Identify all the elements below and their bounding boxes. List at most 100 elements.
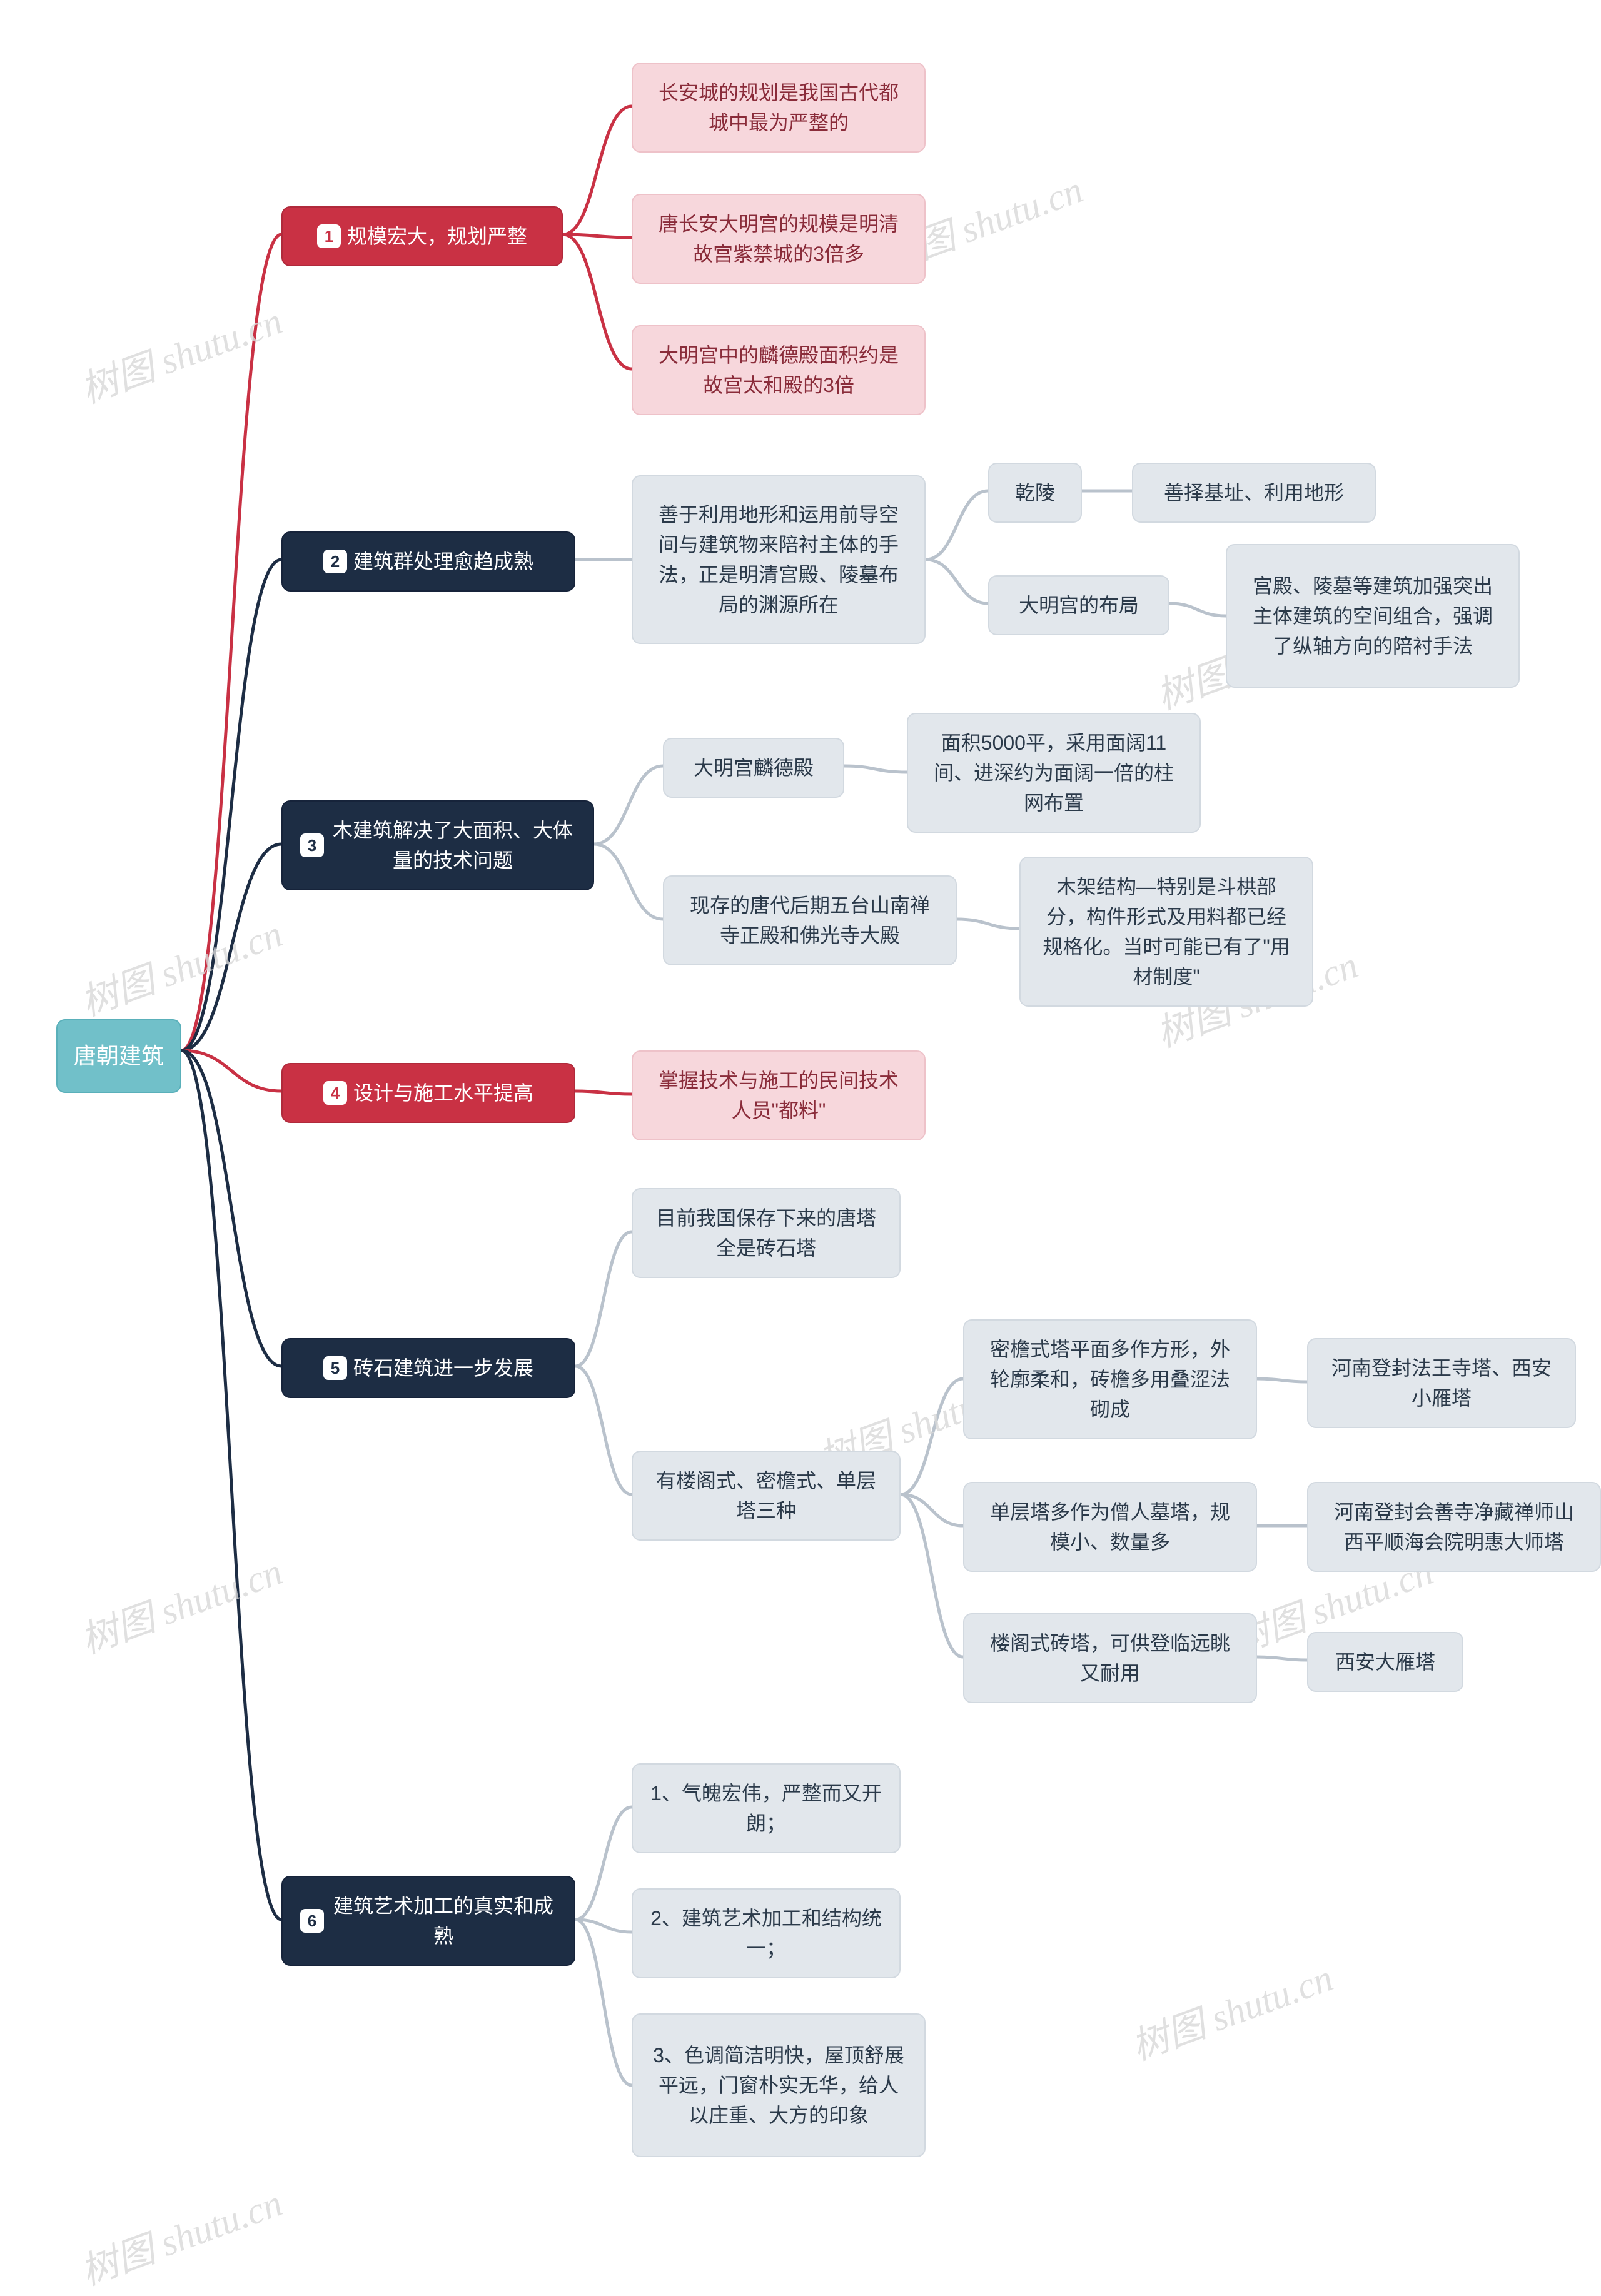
edge <box>575 1920 632 1932</box>
edge <box>575 1232 632 1366</box>
node-badge: 4 <box>323 1081 347 1105</box>
edge <box>563 234 632 369</box>
node-b5b2a: 河南登封会善寺净藏禅师山西平顺海会院明惠大师塔 <box>1307 1482 1601 1572</box>
edge <box>957 919 1019 929</box>
node-b5b2: 单层塔多作为僧人墓塔，规模小、数量多 <box>963 1482 1257 1572</box>
node-label: 大明宫中的麟德殿面积约是故宫太和殿的3倍 <box>650 340 907 400</box>
edge <box>181 1050 281 1920</box>
node-label: 大明宫的布局 <box>1019 590 1139 620</box>
node-label: 木建筑解决了大面积、大体量的技术问题 <box>330 815 575 875</box>
node-badge: 2 <box>323 550 347 573</box>
node-b2a1: 乾陵 <box>988 463 1082 523</box>
watermark: 树图 shutu.cn <box>1123 1948 1339 2071</box>
node-b6: 6建筑艺术加工的真实和成熟 <box>281 1876 575 1966</box>
node-label: 河南登封法王寺塔、西安小雁塔 <box>1326 1353 1557 1413</box>
node-b6a: 1、气魄宏伟，严整而又开朗； <box>632 1763 901 1853</box>
edge <box>1257 1657 1307 1660</box>
node-b5: 5砖石建筑进一步发展 <box>281 1338 575 1398</box>
mindmap-canvas: 树图 shutu.cn 树图 shutu.cn 树图 shutu.cn 树图 shut… <box>0 0 1601 2209</box>
node-label: 建筑群处理愈趋成熟 <box>353 546 533 577</box>
node-b5b1a: 河南登封法王寺塔、西安小雁塔 <box>1307 1338 1576 1428</box>
edge <box>575 1366 632 1494</box>
edge <box>1169 603 1226 616</box>
edge <box>901 1379 963 1494</box>
node-label: 有楼阁式、密檐式、单层塔三种 <box>650 1466 882 1526</box>
node-b3: 3木建筑解决了大面积、大体量的技术问题 <box>281 800 594 890</box>
node-label: 面积5000平，采用面阔11间、进深约为面阔一倍的柱网布置 <box>926 728 1182 818</box>
node-label: 唐朝建筑 <box>74 1039 164 1073</box>
node-b5b3a: 西安大雁塔 <box>1307 1632 1463 1692</box>
node-root: 唐朝建筑 <box>56 1019 181 1093</box>
node-label: 设计与施工水平提高 <box>353 1078 533 1108</box>
node-label: 密檐式塔平面多作方形，外轮廓柔和，砖檐多用叠涩法砌成 <box>982 1334 1238 1424</box>
edge <box>594 766 663 844</box>
edge <box>575 1091 632 1094</box>
node-b3a1: 面积5000平，采用面阔11间、进深约为面阔一倍的柱网布置 <box>907 713 1201 833</box>
node-label: 2、建筑艺术加工和结构统一； <box>650 1903 882 1963</box>
edge <box>926 491 988 560</box>
edge <box>181 1050 281 1091</box>
edge <box>1257 1379 1307 1382</box>
edge <box>181 1050 281 1366</box>
node-label: 大明宫麟德殿 <box>694 753 814 783</box>
node-b2a2a: 宫殿、陵墓等建筑加强突出主体建筑的空间组合，强调了纵轴方向的陪衬手法 <box>1226 544 1520 688</box>
edge <box>901 1494 963 1657</box>
node-label: 砖石建筑进一步发展 <box>353 1353 533 1383</box>
watermark: 树图 shutu.cn <box>72 1541 288 1664</box>
node-b4a: 掌握技术与施工的民间技术人员"都料" <box>632 1050 926 1140</box>
edge <box>926 560 988 603</box>
edge <box>844 766 907 772</box>
edge <box>575 1807 632 1920</box>
node-label: 唐长安大明宫的规模是明清故宫紫禁城的3倍多 <box>650 209 907 269</box>
node-label: 1、气魄宏伟，严整而又开朗； <box>650 1778 882 1838</box>
edge <box>181 844 281 1050</box>
node-label: 楼阁式砖塔，可供登临远眺又耐用 <box>982 1628 1238 1688</box>
node-badge: 5 <box>323 1356 347 1380</box>
node-b2a2: 大明宫的布局 <box>988 575 1169 635</box>
edge <box>563 106 632 234</box>
node-b5b1: 密檐式塔平面多作方形，外轮廓柔和，砖檐多用叠涩法砌成 <box>963 1319 1257 1439</box>
edge <box>594 844 663 919</box>
node-label: 河南登封会善寺净藏禅师山西平顺海会院明惠大师塔 <box>1326 1497 1582 1557</box>
node-badge: 1 <box>317 224 341 248</box>
node-label: 宫殿、陵墓等建筑加强突出主体建筑的空间组合，强调了纵轴方向的陪衬手法 <box>1245 571 1501 661</box>
edge <box>563 234 632 238</box>
node-b5b: 有楼阁式、密檐式、单层塔三种 <box>632 1451 901 1541</box>
node-label: 乾陵 <box>1015 478 1055 508</box>
node-b1: 1规模宏大，规划严整 <box>281 206 563 266</box>
node-label: 掌握技术与施工的民间技术人员"都料" <box>650 1065 907 1125</box>
node-label: 善于利用地形和运用前导空间与建筑物来陪衬主体的手法，正是明清宫殿、陵墓布局的渊源… <box>650 500 907 620</box>
node-b6b: 2、建筑艺术加工和结构统一； <box>632 1888 901 1978</box>
node-label: 现存的唐代后期五台山南禅寺正殿和佛光寺大殿 <box>682 890 938 950</box>
watermark: 树图 shutu.cn <box>72 2173 288 2296</box>
watermark: 树图 shutu.cn <box>72 904 288 1027</box>
node-b3b: 现存的唐代后期五台山南禅寺正殿和佛光寺大殿 <box>663 875 957 965</box>
node-label: 善择基址、利用地形 <box>1164 478 1344 508</box>
node-badge: 3 <box>300 833 324 857</box>
node-label: 西安大雁塔 <box>1335 1647 1435 1677</box>
node-b3a: 大明宫麟德殿 <box>663 738 844 798</box>
node-label: 规模宏大，规划严整 <box>347 221 527 251</box>
node-b5b3: 楼阁式砖塔，可供登临远眺又耐用 <box>963 1613 1257 1703</box>
node-b2: 2 建筑群处理愈趋成熟 <box>281 531 575 592</box>
edge <box>181 234 281 1050</box>
node-badge: 6 <box>300 1909 324 1933</box>
node-b6c: 3、色调简洁明快，屋顶舒展平远，门窗朴实无华，给人以庄重、大方的印象 <box>632 2013 926 2157</box>
node-label: 木架结构—特别是斗栱部分，构件形式及用料都已经规格化。当时可能已有了"用材制度" <box>1038 872 1295 992</box>
node-b2a: 善于利用地形和运用前导空间与建筑物来陪衬主体的手法，正是明清宫殿、陵墓布局的渊源… <box>632 475 926 644</box>
edge <box>575 1920 632 2085</box>
edge <box>181 560 281 1050</box>
node-b3b1: 木架结构—特别是斗栱部分，构件形式及用料都已经规格化。当时可能已有了"用材制度" <box>1019 857 1313 1007</box>
node-b1a: 长安城的规划是我国古代都城中最为严整的 <box>632 63 926 153</box>
node-b5a: 目前我国保存下来的唐塔全是砖石塔 <box>632 1188 901 1278</box>
edge <box>901 1494 963 1526</box>
node-b1b: 唐长安大明宫的规模是明清故宫紫禁城的3倍多 <box>632 194 926 284</box>
node-label: 目前我国保存下来的唐塔全是砖石塔 <box>650 1203 882 1263</box>
watermark: 树图 shutu.cn <box>72 291 288 414</box>
node-label: 建筑艺术加工的真实和成熟 <box>330 1891 557 1951</box>
node-label: 3、色调简洁明快，屋顶舒展平远，门窗朴实无华，给人以庄重、大方的印象 <box>650 2040 907 2130</box>
node-label: 长安城的规划是我国古代都城中最为严整的 <box>650 78 907 138</box>
node-b2a1a: 善择基址、利用地形 <box>1132 463 1376 523</box>
node-b1c: 大明宫中的麟德殿面积约是故宫太和殿的3倍 <box>632 325 926 415</box>
node-b4: 4设计与施工水平提高 <box>281 1063 575 1123</box>
